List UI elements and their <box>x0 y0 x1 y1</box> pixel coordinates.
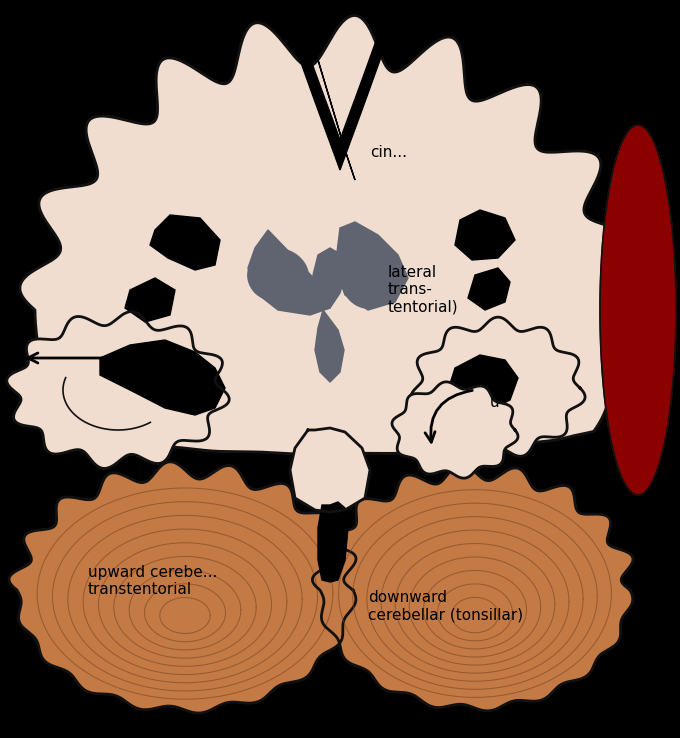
Polygon shape <box>305 0 355 180</box>
Polygon shape <box>20 15 634 454</box>
Text: upward cerebe...
transtentorial: upward cerebe... transtentorial <box>88 565 218 597</box>
Polygon shape <box>125 278 175 322</box>
Polygon shape <box>411 317 585 456</box>
Polygon shape <box>7 311 229 469</box>
Polygon shape <box>392 382 518 478</box>
Polygon shape <box>600 125 676 495</box>
Polygon shape <box>448 355 518 410</box>
Polygon shape <box>285 0 395 170</box>
Polygon shape <box>342 248 392 308</box>
Polygon shape <box>313 248 345 310</box>
Text: lateral
trans-
tentorial): lateral trans- tentorial) <box>388 265 458 315</box>
Polygon shape <box>248 246 308 300</box>
Polygon shape <box>290 428 370 512</box>
Text: cin...: cin... <box>370 145 407 160</box>
Text: tra: tra <box>155 358 177 373</box>
Polygon shape <box>312 464 633 711</box>
Polygon shape <box>315 310 344 382</box>
Text: downward
cerebellar (tonsillar): downward cerebellar (tonsillar) <box>368 590 523 622</box>
Polygon shape <box>100 340 225 415</box>
Polygon shape <box>335 222 408 310</box>
Polygon shape <box>318 502 348 582</box>
Polygon shape <box>150 215 220 270</box>
Polygon shape <box>9 462 356 713</box>
Polygon shape <box>455 210 515 260</box>
Text: u: u <box>490 395 500 410</box>
Polygon shape <box>468 268 510 310</box>
Polygon shape <box>248 230 330 315</box>
